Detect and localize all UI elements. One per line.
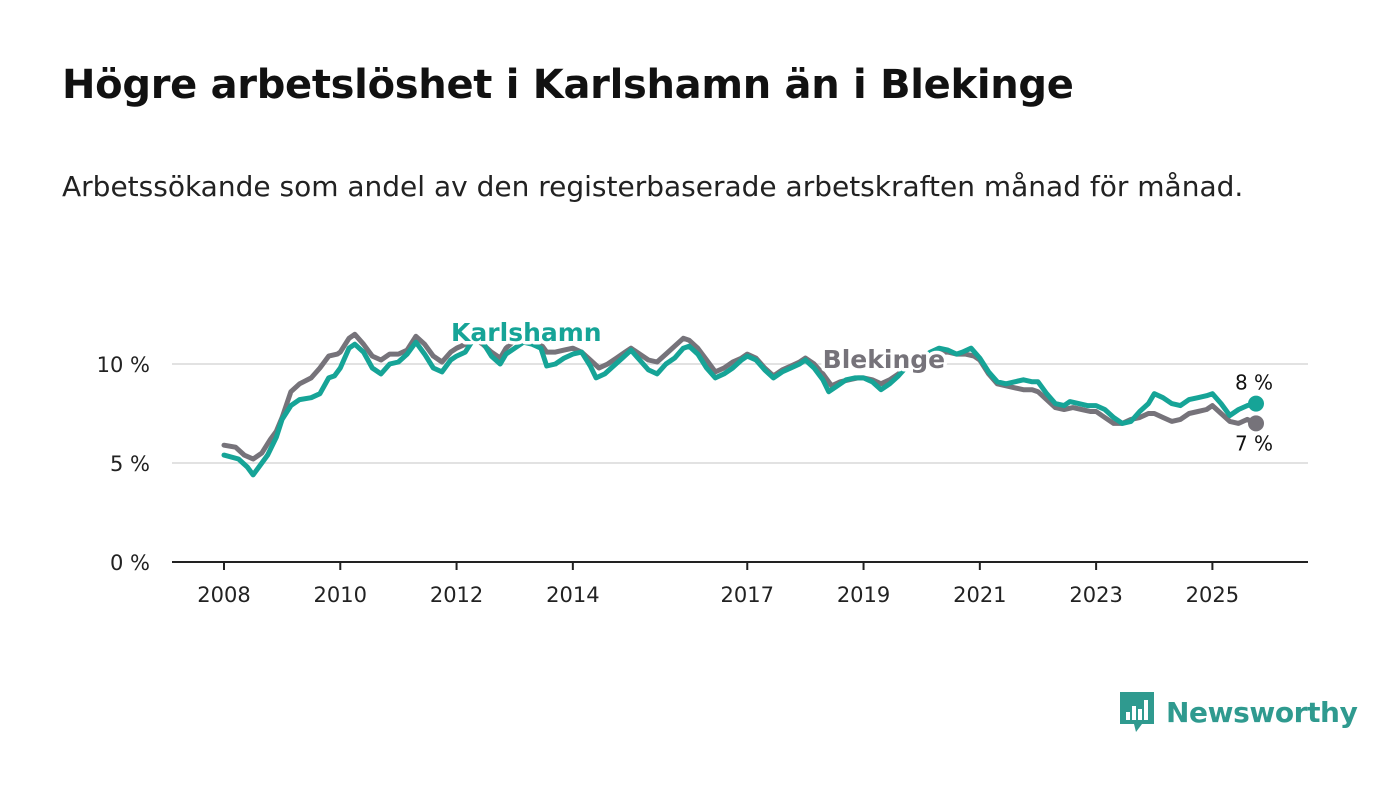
x-axis-ticks: 2008 2010 2012 2014 2017 2019 2021 2023 2025 <box>197 562 1239 607</box>
end-label-karlshamn: 8 % <box>1235 371 1273 395</box>
chart-title: Högre arbetslöshet i Karlshamn än i Blek… <box>62 62 1074 108</box>
chart-subtitle: Arbetssökande som andel av den registerb… <box>62 170 1244 203</box>
series-line-blekinge <box>221 331 1259 462</box>
x-tick-label: 2010 <box>314 583 367 607</box>
series-label-blekinge: Blekinge <box>823 345 945 374</box>
newsworthy-logo-icon <box>1120 692 1154 732</box>
x-tick-label: 2012 <box>430 583 483 607</box>
end-point-karlshamn <box>1248 395 1264 412</box>
x-tick-label: 2008 <box>197 583 250 607</box>
x-tick-label: 2023 <box>1069 583 1122 607</box>
y-tick-label: 5 % <box>110 452 150 476</box>
y-tick-label: 0 % <box>110 551 150 575</box>
x-tick-label: 2017 <box>721 583 774 607</box>
y-axis-ticks: 0 % 5 % 10 % <box>97 353 150 575</box>
x-tick-label: 2014 <box>546 583 599 607</box>
brand-name: Newsworthy <box>1166 695 1358 729</box>
y-tick-label: 10 % <box>97 353 150 377</box>
series-label-karlshamn: Karlshamn <box>451 318 602 347</box>
x-tick-label: 2019 <box>837 583 890 607</box>
end-label-blekinge: 7 % <box>1235 431 1273 455</box>
series-labels: 8 % 7 % Karlshamn Blekinge <box>448 315 1273 456</box>
x-tick-label: 2025 <box>1186 583 1239 607</box>
x-tick-label: 2021 <box>953 583 1006 607</box>
brand-logo: Newsworthy <box>1118 690 1358 734</box>
end-point-blekinge <box>1248 415 1264 432</box>
gridlines <box>172 363 1308 563</box>
series-lines <box>221 331 1264 478</box>
series-line-karlshamn <box>221 335 1259 478</box>
